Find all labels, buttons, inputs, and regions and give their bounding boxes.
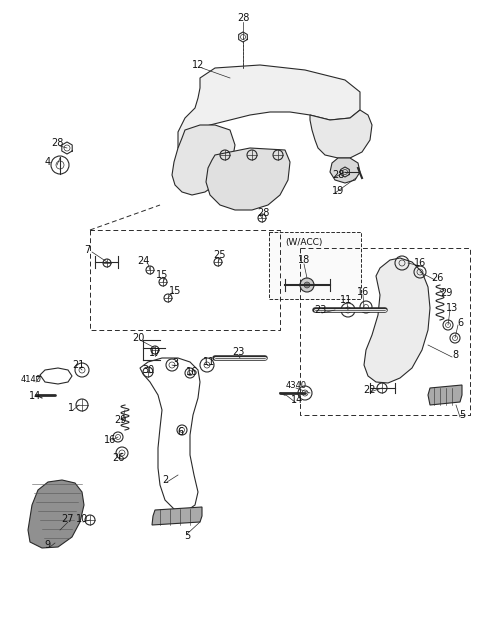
- Text: 29: 29: [440, 288, 452, 298]
- Text: 16: 16: [104, 435, 116, 445]
- Text: 11: 11: [203, 357, 215, 367]
- Text: 23: 23: [314, 305, 326, 315]
- Text: 4: 4: [45, 157, 51, 167]
- Text: 9: 9: [44, 540, 50, 550]
- Text: 30: 30: [142, 365, 154, 375]
- Text: 4340: 4340: [286, 381, 307, 389]
- Text: 2: 2: [162, 475, 168, 485]
- Text: 19: 19: [332, 186, 344, 196]
- Polygon shape: [206, 148, 290, 210]
- Text: 1: 1: [68, 403, 74, 413]
- Text: 4140: 4140: [21, 376, 41, 384]
- Polygon shape: [330, 158, 360, 183]
- Text: 11: 11: [340, 295, 352, 305]
- Text: 28: 28: [237, 13, 249, 23]
- Text: 3: 3: [172, 358, 178, 368]
- Text: 28: 28: [332, 170, 344, 180]
- Polygon shape: [28, 480, 84, 548]
- Text: 12: 12: [192, 60, 204, 70]
- Text: 29: 29: [114, 415, 126, 425]
- Text: 7: 7: [84, 245, 90, 255]
- Text: 27: 27: [62, 514, 74, 524]
- Polygon shape: [178, 65, 360, 162]
- Text: 26: 26: [112, 453, 124, 463]
- Text: 23: 23: [232, 347, 244, 357]
- Text: 17: 17: [149, 348, 161, 358]
- Text: 20: 20: [132, 333, 144, 343]
- Text: 15: 15: [169, 286, 181, 296]
- FancyBboxPatch shape: [269, 232, 361, 299]
- Text: 22: 22: [364, 385, 376, 395]
- Polygon shape: [152, 507, 202, 525]
- Text: 24: 24: [137, 256, 149, 266]
- Polygon shape: [364, 258, 430, 383]
- Text: 5: 5: [184, 531, 190, 541]
- Text: 15: 15: [156, 270, 168, 280]
- Text: 14: 14: [291, 395, 303, 405]
- Text: 8: 8: [452, 350, 458, 360]
- Text: 16: 16: [357, 287, 369, 297]
- Text: 28: 28: [257, 208, 269, 218]
- Polygon shape: [172, 125, 235, 195]
- Polygon shape: [428, 385, 462, 405]
- Text: 6: 6: [177, 427, 183, 437]
- Text: 25: 25: [214, 250, 226, 260]
- Text: 10: 10: [76, 514, 88, 524]
- Text: (W/ACC): (W/ACC): [285, 238, 323, 248]
- Text: 21: 21: [72, 360, 84, 370]
- Text: 16: 16: [414, 258, 426, 268]
- Circle shape: [304, 282, 310, 288]
- Text: 13: 13: [446, 303, 458, 313]
- Text: 26: 26: [431, 273, 443, 283]
- Polygon shape: [310, 110, 372, 158]
- Text: 14: 14: [29, 391, 41, 401]
- Text: 5: 5: [459, 410, 465, 420]
- Text: 16: 16: [186, 367, 198, 377]
- Text: 18: 18: [298, 255, 310, 265]
- Circle shape: [300, 278, 314, 292]
- Text: 6: 6: [457, 318, 463, 328]
- Text: 28: 28: [51, 138, 63, 148]
